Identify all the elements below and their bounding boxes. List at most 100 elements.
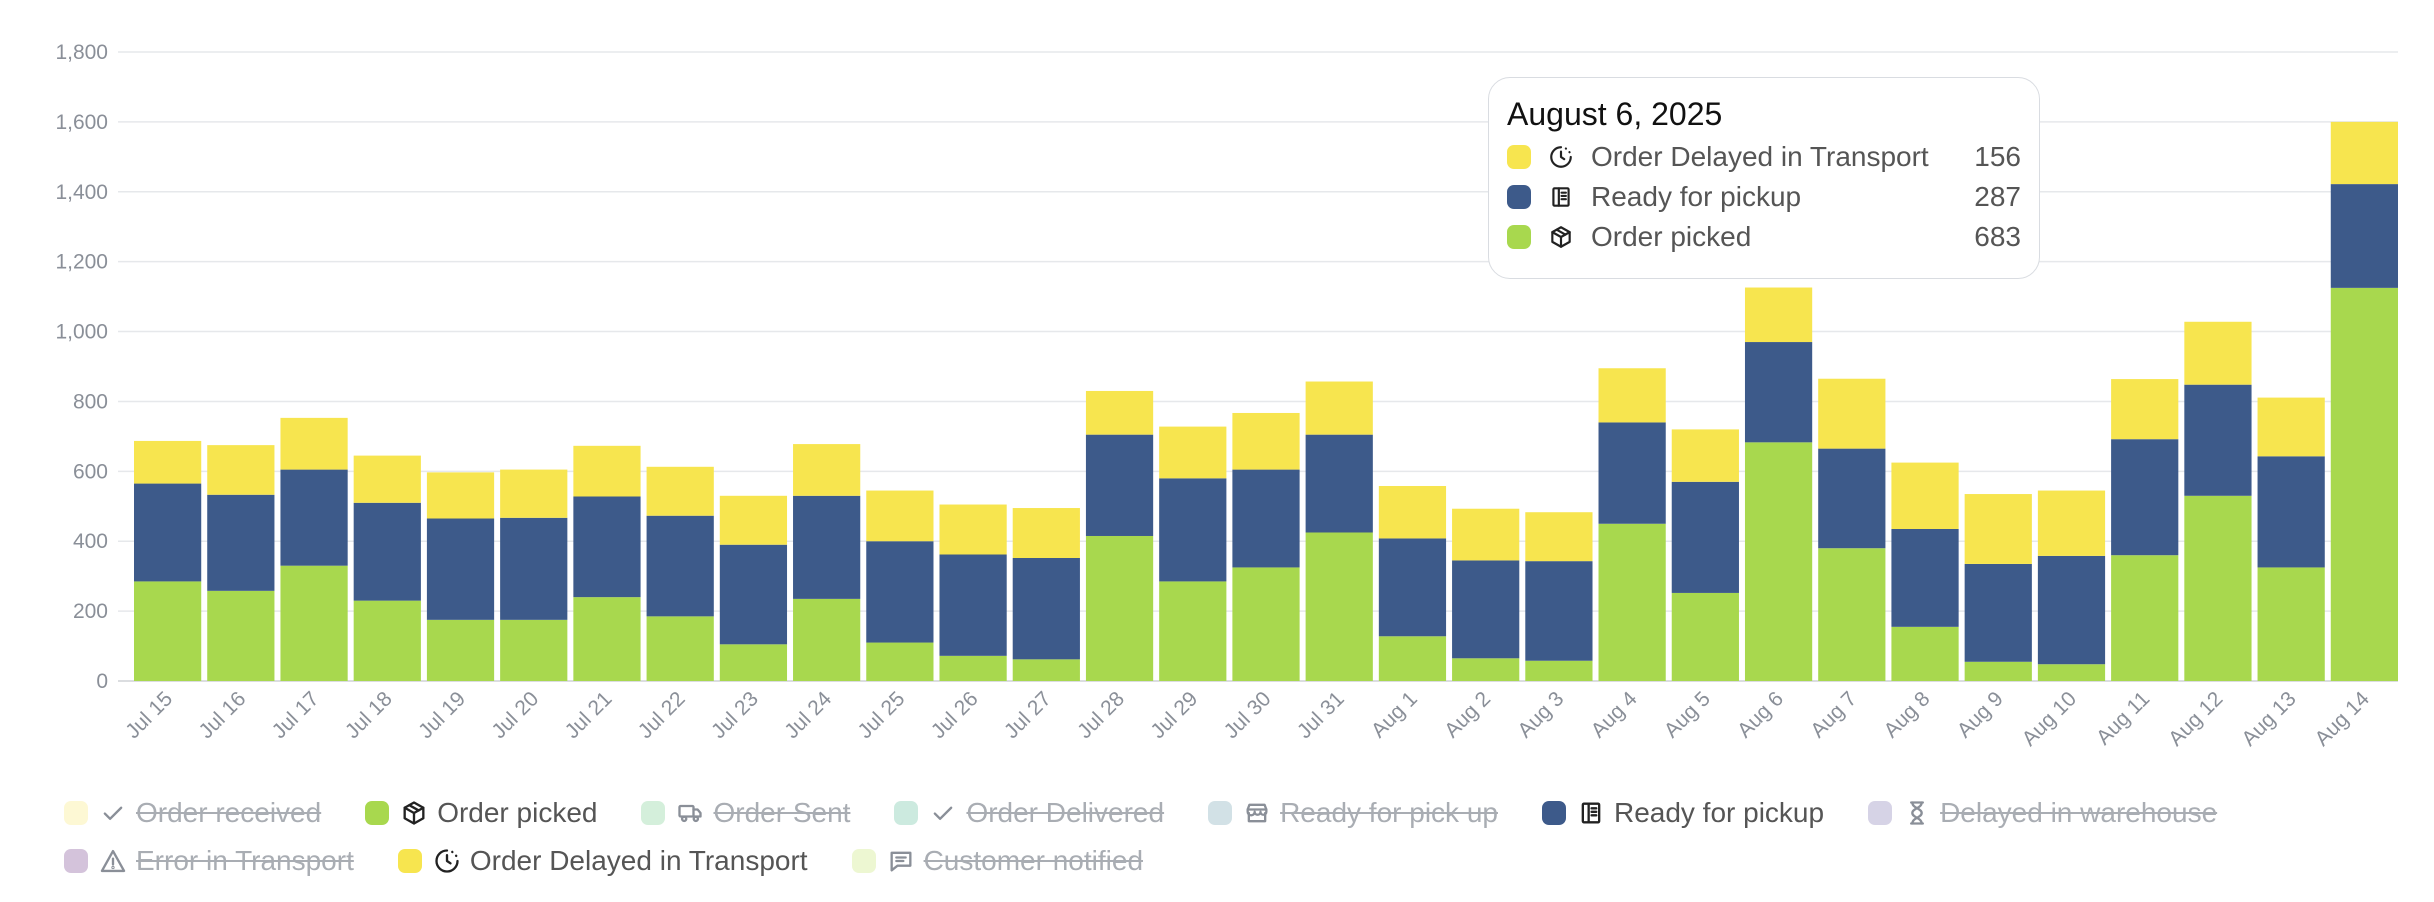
bar-segment-ready-for-pickup[interactable]: [2184, 384, 2252, 496]
bar-segment-order-delayed-in-transport[interactable]: [719, 495, 788, 545]
bar-segment-order-delayed-in-transport[interactable]: [1964, 494, 2032, 564]
bar-segment-order-picked[interactable]: [939, 655, 1007, 681]
bar-segment-ready-for-pickup[interactable]: [1159, 478, 1227, 582]
bar-segment-order-delayed-in-transport[interactable]: [1598, 368, 1666, 423]
bar-segment-order-picked[interactable]: [2111, 555, 2179, 681]
bar-segment-order-picked[interactable]: [1891, 626, 1959, 681]
bar-segment-order-picked[interactable]: [1671, 592, 1739, 681]
bar-segment-order-delayed-in-transport[interactable]: [1012, 508, 1080, 558]
bar-segment-order-picked[interactable]: [280, 565, 348, 681]
bar-segment-order-delayed-in-transport[interactable]: [1378, 486, 1447, 539]
bar-segment-order-picked[interactable]: [1964, 661, 2032, 681]
bar-segment-order-delayed-in-transport[interactable]: [500, 469, 568, 518]
bar-segment-ready-for-pickup[interactable]: [1452, 560, 1520, 659]
bar-segment-order-picked[interactable]: [207, 590, 275, 681]
bar-segment-order-delayed-in-transport[interactable]: [646, 466, 714, 516]
bar-segment-order-picked[interactable]: [2257, 567, 2325, 681]
bar-segment-ready-for-pickup[interactable]: [793, 495, 861, 599]
bar-segment-order-delayed-in-transport[interactable]: [280, 417, 348, 470]
bar-segment-order-delayed-in-transport[interactable]: [2184, 321, 2252, 385]
bar-segment-order-picked[interactable]: [500, 619, 568, 681]
bar-segment-order-picked[interactable]: [793, 598, 861, 681]
bar-segment-ready-for-pickup[interactable]: [280, 469, 348, 566]
bar-segment-order-delayed-in-transport[interactable]: [1159, 426, 1227, 479]
legend-item-error-in-transport[interactable]: Error in Transport: [64, 844, 354, 878]
bar-segment-order-delayed-in-transport[interactable]: [2330, 121, 2398, 185]
bar-segment-ready-for-pickup[interactable]: [1598, 422, 1666, 524]
bar-segment-order-picked[interactable]: [1525, 660, 1593, 681]
bar-segment-order-picked[interactable]: [646, 616, 714, 681]
bar-segment-ready-for-pickup[interactable]: [2257, 456, 2325, 568]
bar-segment-order-picked[interactable]: [1159, 581, 1227, 681]
bar-segment-order-picked[interactable]: [1598, 523, 1666, 681]
bar-segment-order-picked[interactable]: [426, 619, 495, 681]
legend-item-customer-notified[interactable]: Customer notified: [851, 844, 1143, 878]
bar-segment-order-delayed-in-transport[interactable]: [353, 455, 421, 503]
bar-segment-order-delayed-in-transport[interactable]: [793, 444, 861, 496]
bar-segment-ready-for-pickup[interactable]: [207, 494, 275, 591]
legend-item-order-delayed-in-transport[interactable]: Order Delayed in Transport: [397, 844, 808, 878]
bar-segment-order-delayed-in-transport[interactable]: [426, 472, 495, 519]
bar-segment-order-delayed-in-transport[interactable]: [2111, 379, 2179, 440]
bar-segment-order-delayed-in-transport[interactable]: [2037, 490, 2106, 556]
bar-segment-order-delayed-in-transport[interactable]: [1818, 378, 1886, 449]
bar-segment-ready-for-pickup[interactable]: [646, 515, 714, 617]
bar-segment-order-picked[interactable]: [134, 581, 202, 681]
bar-segment-order-delayed-in-transport[interactable]: [1452, 508, 1520, 561]
bar-segment-ready-for-pickup[interactable]: [1232, 469, 1300, 568]
bar-segment-order-delayed-in-transport[interactable]: [134, 440, 202, 484]
bar-segment-order-picked[interactable]: [719, 644, 788, 681]
bar-segment-ready-for-pickup[interactable]: [866, 541, 934, 643]
bar-segment-ready-for-pickup[interactable]: [353, 502, 421, 601]
bar-segment-order-picked[interactable]: [1085, 535, 1154, 681]
bar-segment-order-delayed-in-transport[interactable]: [573, 445, 641, 497]
bar-segment-order-picked[interactable]: [1452, 658, 1520, 681]
bar-segment-ready-for-pickup[interactable]: [1744, 342, 1813, 443]
bar-segment-ready-for-pickup[interactable]: [1891, 528, 1959, 627]
bar-segment-ready-for-pickup[interactable]: [1525, 561, 1593, 661]
bar-segment-order-delayed-in-transport[interactable]: [1671, 429, 1739, 482]
bar-segment-ready-for-pickup[interactable]: [939, 554, 1007, 656]
bar-segment-order-delayed-in-transport[interactable]: [1305, 381, 1373, 435]
legend-item-ready-for-pickup[interactable]: Ready for pickup: [1541, 796, 1824, 830]
legend-item-ready-for-pick-up[interactable]: Ready for pick up: [1208, 796, 1498, 830]
legend-item-delayed-in-warehouse[interactable]: Delayed in warehouse: [1868, 796, 2217, 830]
bar-segment-ready-for-pickup[interactable]: [1012, 557, 1080, 660]
bar-segment-order-delayed-in-transport[interactable]: [2257, 397, 2325, 457]
bar-segment-ready-for-pickup[interactable]: [2111, 439, 2179, 556]
bar-segment-order-delayed-in-transport[interactable]: [207, 445, 275, 495]
bar-segment-order-picked[interactable]: [1744, 442, 1813, 681]
bar-segment-ready-for-pickup[interactable]: [1671, 481, 1739, 593]
bar-segment-order-delayed-in-transport[interactable]: [1744, 287, 1813, 343]
bar-segment-order-delayed-in-transport[interactable]: [1232, 412, 1300, 470]
bar-segment-order-picked[interactable]: [1305, 532, 1373, 681]
bar-segment-ready-for-pickup[interactable]: [1305, 434, 1373, 533]
bar-segment-order-delayed-in-transport[interactable]: [1525, 512, 1593, 562]
bar-segment-order-delayed-in-transport[interactable]: [1085, 390, 1154, 435]
legend-item-order-received[interactable]: Order received: [64, 796, 321, 830]
bar-segment-ready-for-pickup[interactable]: [1964, 563, 2032, 662]
bar-segment-ready-for-pickup[interactable]: [500, 517, 568, 620]
bar-segment-ready-for-pickup[interactable]: [426, 518, 495, 620]
bar-segment-ready-for-pickup[interactable]: [134, 483, 202, 582]
bar-segment-ready-for-pickup[interactable]: [2330, 184, 2398, 288]
bar-segment-order-picked[interactable]: [1378, 636, 1447, 681]
bar-segment-ready-for-pickup[interactable]: [1085, 434, 1154, 536]
bar-segment-order-picked[interactable]: [573, 597, 641, 681]
bar-segment-order-delayed-in-transport[interactable]: [1891, 462, 1959, 529]
legend-item-order-picked[interactable]: Order picked: [365, 796, 597, 830]
bar-segment-order-picked[interactable]: [2184, 495, 2252, 681]
bar-segment-order-picked[interactable]: [2037, 664, 2106, 681]
bar-segment-order-picked[interactable]: [353, 600, 421, 681]
bar-segment-order-picked[interactable]: [2330, 287, 2398, 681]
bar-segment-ready-for-pickup[interactable]: [719, 544, 788, 645]
legend-item-order-delivered[interactable]: Order Delivered: [894, 796, 1164, 830]
bar-segment-order-picked[interactable]: [866, 642, 934, 681]
bar-segment-order-picked[interactable]: [1232, 567, 1300, 681]
bar-segment-order-delayed-in-transport[interactable]: [866, 490, 934, 542]
bar-segment-order-delayed-in-transport[interactable]: [939, 504, 1007, 555]
bar-segment-order-picked[interactable]: [1818, 548, 1886, 681]
bar-segment-ready-for-pickup[interactable]: [1378, 538, 1447, 637]
bar-segment-ready-for-pickup[interactable]: [573, 496, 641, 598]
legend-item-order-sent[interactable]: Order Sent: [641, 796, 850, 830]
